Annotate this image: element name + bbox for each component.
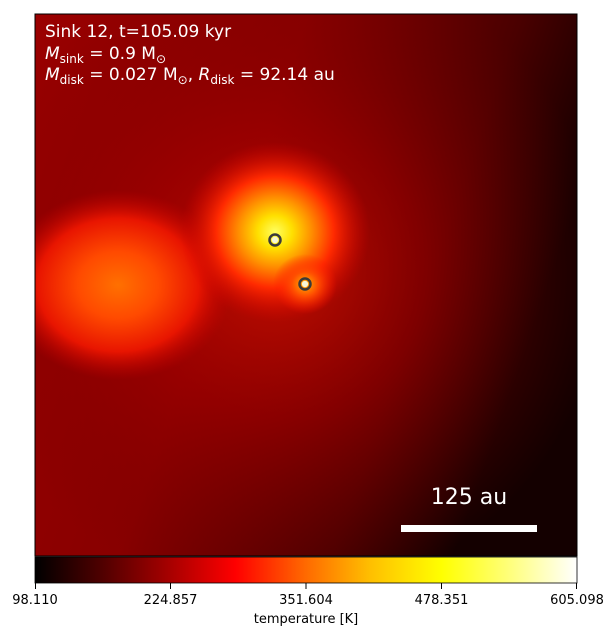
header-line-3-r-symbol: R <box>199 65 211 85</box>
header-line-2-symbol: M <box>45 44 60 64</box>
header-line-3-symbol: M <box>45 65 60 85</box>
colorbar <box>35 557 577 583</box>
colorbar-label: temperature [K] <box>254 612 359 627</box>
header-line-2: Msink = 0.9 M⊙ <box>45 44 166 66</box>
map-frame <box>34 13 578 557</box>
header-line-3-subscript: disk <box>60 73 84 87</box>
header-line-3-odot: ⊙ <box>178 73 188 87</box>
colorbar-tick-label: 98.110 <box>12 593 58 608</box>
colorbar-tick-label: 351.604 <box>279 593 333 608</box>
colorbar-ticks: 98.110 224.857 351.604 478.351 605.098 <box>12 583 604 608</box>
scalebar-label: 125 au <box>431 485 507 510</box>
map-central-hot-region <box>180 142 370 322</box>
header-line-2-value: = 0.9 M <box>84 44 156 64</box>
header-line-3-r-subscript: disk <box>210 73 234 87</box>
sink-secondary-marker <box>298 277 312 291</box>
colorbar-tick-label: 224.857 <box>144 593 198 608</box>
scalebar-bar <box>401 525 537 532</box>
header-line-3-r-value: = 92.14 au <box>234 65 334 85</box>
temperature-map <box>35 14 577 556</box>
header-line-3-value: = 0.027 M <box>84 65 178 85</box>
sink-primary-marker <box>268 233 282 247</box>
colorbar-tick-label: 478.351 <box>415 593 469 608</box>
colorbar-tick-label: 605.098 <box>550 593 604 608</box>
header-line-3: Mdisk = 0.027 M⊙, Rdisk = 92.14 au <box>45 65 335 87</box>
header-line-1: Sink 12, t=105.09 kyr <box>45 22 231 42</box>
header-line-3-separator: , <box>188 65 199 85</box>
header-line-2-subscript: sink <box>60 52 84 66</box>
header-line-2-odot: ⊙ <box>156 52 166 66</box>
